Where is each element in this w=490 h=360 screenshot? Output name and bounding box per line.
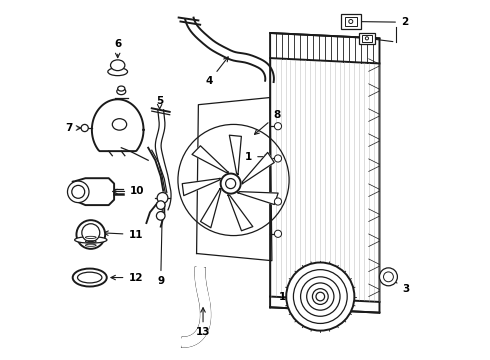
Polygon shape [192, 146, 228, 172]
Text: 2: 2 [355, 17, 408, 27]
Ellipse shape [108, 68, 127, 76]
Text: 13: 13 [196, 308, 210, 337]
Circle shape [156, 201, 165, 210]
Polygon shape [228, 195, 253, 231]
Circle shape [286, 262, 354, 330]
Text: 5: 5 [156, 96, 163, 109]
Circle shape [220, 174, 241, 194]
Text: 7: 7 [65, 123, 81, 133]
Circle shape [366, 37, 368, 40]
Text: 3: 3 [392, 279, 409, 294]
Circle shape [274, 123, 282, 130]
Text: 8: 8 [254, 111, 280, 134]
Circle shape [72, 185, 85, 198]
Circle shape [379, 268, 397, 286]
Bar [362, 35, 371, 41]
Polygon shape [229, 135, 242, 174]
Circle shape [225, 179, 236, 189]
Circle shape [82, 224, 100, 242]
Polygon shape [200, 189, 221, 228]
Circle shape [68, 181, 89, 203]
Ellipse shape [117, 88, 126, 95]
Circle shape [316, 292, 324, 301]
Text: 9: 9 [157, 202, 165, 286]
Text: 4: 4 [205, 57, 228, 86]
Text: 10: 10 [113, 186, 145, 197]
Circle shape [81, 125, 88, 132]
Circle shape [76, 220, 105, 249]
Circle shape [384, 272, 393, 282]
Bar [345, 18, 357, 26]
Circle shape [156, 212, 165, 220]
Polygon shape [182, 267, 210, 347]
Polygon shape [182, 179, 220, 195]
Bar [341, 14, 361, 28]
Ellipse shape [111, 60, 125, 71]
Bar [359, 33, 375, 44]
Circle shape [349, 19, 353, 23]
Ellipse shape [118, 86, 125, 91]
Polygon shape [243, 152, 274, 184]
Circle shape [274, 155, 282, 162]
Text: 12: 12 [111, 273, 143, 283]
Circle shape [157, 193, 168, 203]
Text: 6: 6 [114, 39, 122, 58]
Text: 14: 14 [279, 292, 302, 302]
Polygon shape [238, 192, 278, 204]
Text: 11: 11 [104, 230, 143, 239]
Text: 1: 1 [245, 152, 270, 162]
Circle shape [274, 230, 282, 237]
Circle shape [274, 198, 282, 205]
Ellipse shape [74, 237, 107, 243]
